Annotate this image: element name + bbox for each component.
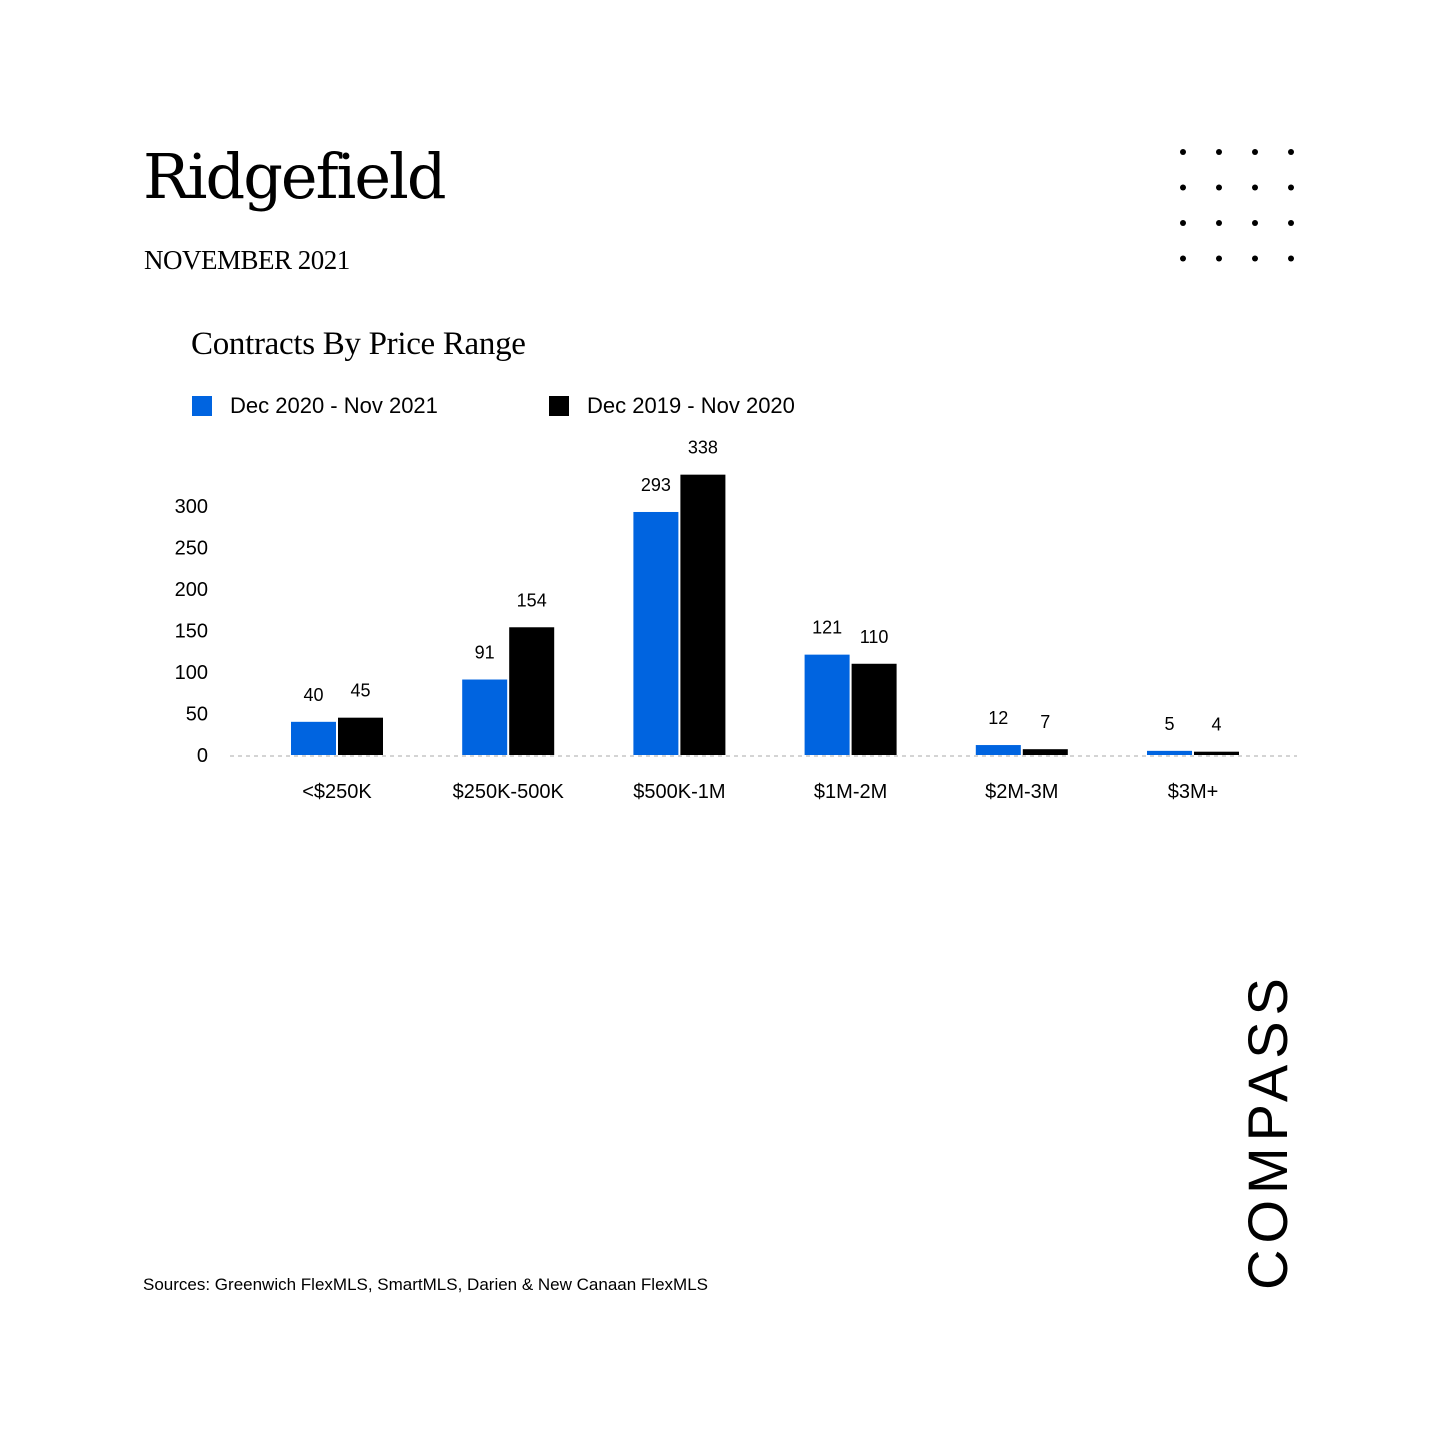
bar-series-1	[975, 745, 1021, 755]
y-tick-label: 100	[175, 662, 208, 684]
bar-series-1	[291, 721, 336, 755]
bar-value-label: 110	[860, 627, 889, 647]
bar-series-2	[680, 474, 726, 755]
x-tick-label: $2M-3M	[985, 781, 1058, 803]
bar-value-label: 91	[475, 643, 495, 663]
bar-value-label: 338	[688, 438, 718, 458]
bar-value-label: 121	[812, 618, 842, 638]
y-tick-label: 50	[186, 704, 208, 726]
bar-series-2	[851, 663, 897, 755]
decor-dot	[1216, 149, 1222, 155]
x-tick-label: $500K-1M	[633, 781, 725, 803]
decor-dot	[1288, 220, 1294, 226]
bar-value-label: 40	[303, 685, 323, 705]
page-title: Ridgefield	[143, 140, 447, 213]
y-tick-label: 300	[175, 496, 208, 518]
bar-value-label: 45	[350, 681, 370, 701]
source-note: Sources: Greenwich FlexMLS, SmartMLS, Da…	[143, 1275, 708, 1294]
x-tick-label: $1M-2M	[814, 781, 887, 803]
decor-dot	[1288, 255, 1294, 262]
y-tick-label: 200	[175, 579, 208, 601]
decor-dot	[1180, 255, 1186, 262]
bar-series-2	[338, 717, 383, 755]
bar-series-1	[1147, 750, 1192, 755]
legend-label-series-2: Dec 2019 - Nov 2020	[587, 393, 795, 418]
bar-value-label: 4	[1211, 715, 1221, 735]
bar-series-1	[804, 654, 850, 755]
bar-series-2	[1022, 749, 1068, 755]
decor-dot	[1288, 184, 1294, 191]
legend-swatch-series-1	[192, 396, 212, 416]
legend-label-series-1: Dec 2020 - Nov 2021	[230, 393, 438, 418]
decor-dot	[1180, 149, 1186, 155]
y-tick-label: 250	[175, 538, 208, 560]
page-subtitle: NOVEMBER 2021	[144, 245, 350, 275]
bar-value-label: 154	[517, 590, 547, 610]
bar-series-2	[1194, 751, 1239, 755]
y-tick-label: 150	[175, 621, 208, 643]
decor-dot	[1216, 255, 1222, 262]
decor-dot	[1252, 184, 1258, 191]
dot-grid-decoration	[1180, 149, 1294, 262]
decor-dot	[1252, 220, 1258, 226]
chart-title: Contracts By Price Range	[191, 326, 526, 362]
decor-dot	[1180, 220, 1186, 226]
bar-value-label: 12	[988, 708, 1008, 728]
bar-value-label: 7	[1040, 712, 1050, 732]
decor-dot	[1180, 184, 1186, 191]
bar-series-2	[509, 627, 555, 755]
decor-dot	[1252, 255, 1258, 262]
brand-logo-text: COMPASS	[1236, 972, 1299, 1290]
x-tick-label: $3M+	[1168, 781, 1219, 803]
legend-item-series-1: Dec 2020 - Nov 2021	[192, 393, 438, 419]
compass-wordmark-logo: COMPASS	[1236, 972, 1299, 1290]
legend-item-series-2: Dec 2019 - Nov 2020	[549, 393, 795, 419]
decor-dot	[1216, 220, 1222, 226]
x-tick-label: <$250K	[302, 781, 372, 803]
bar-value-label: 293	[641, 475, 671, 495]
decor-dot	[1216, 184, 1222, 191]
decor-dot	[1288, 149, 1294, 155]
bar-series-1	[462, 679, 508, 755]
bar-series-1	[633, 511, 679, 755]
legend-swatch-series-2	[549, 396, 569, 416]
decor-dot	[1252, 149, 1258, 155]
bar-value-label: 5	[1164, 714, 1174, 734]
x-tick-label: $250K-500K	[453, 781, 565, 803]
y-tick-label: 0	[197, 745, 208, 767]
